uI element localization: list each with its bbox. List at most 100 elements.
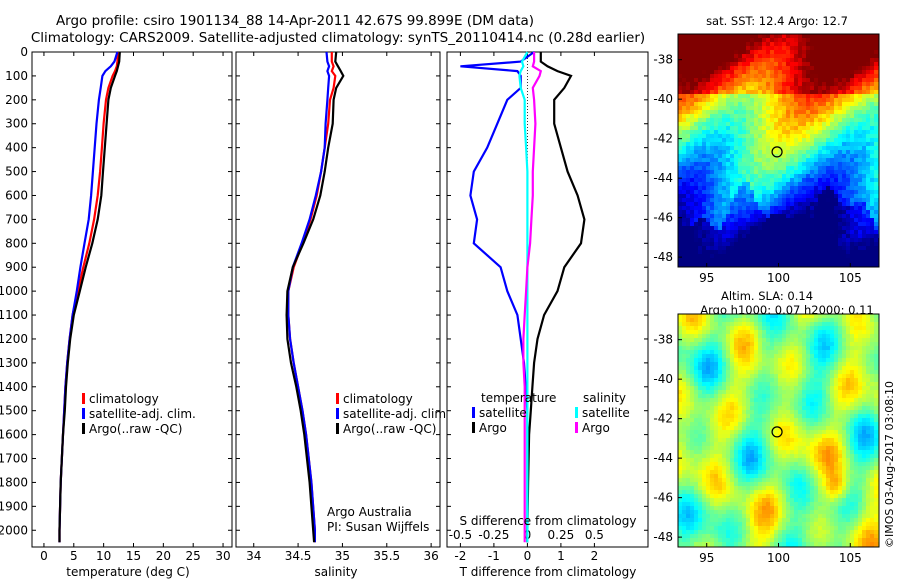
map-cell: [754, 390, 759, 395]
map-cell: [702, 134, 707, 139]
map-cell: [818, 174, 823, 179]
map-cell: [814, 178, 819, 183]
map-cell: [862, 94, 867, 99]
map-cell: [806, 322, 811, 327]
map-cell: [710, 414, 715, 419]
legend-swatch: [472, 422, 475, 433]
map-cell: [846, 390, 851, 395]
map-cell: [806, 90, 811, 95]
map-cell: [698, 442, 703, 447]
map-cell: [826, 314, 831, 319]
map-cell: [778, 178, 783, 183]
map-cell: [734, 94, 739, 99]
map-cell: [694, 198, 699, 203]
map-cell: [686, 354, 691, 359]
map-cell: [734, 342, 739, 347]
map-cell: [810, 222, 815, 227]
map-cell: [830, 330, 835, 335]
map-cell: [826, 34, 831, 39]
map-cell: [818, 102, 823, 107]
map-cell: [762, 42, 767, 47]
map-cell: [802, 198, 807, 203]
map-cell: [686, 130, 691, 135]
map-cell: [726, 54, 731, 59]
map-cell: [766, 326, 771, 331]
map-cell: [830, 238, 835, 243]
map-cell: [782, 170, 787, 175]
map-cell: [686, 162, 691, 167]
map-cell: [870, 170, 875, 175]
map-cell: [842, 230, 847, 235]
map-cell: [706, 34, 711, 39]
map-cell: [854, 42, 859, 47]
map-cell: [686, 74, 691, 79]
map-cell: [750, 262, 755, 267]
map-cell: [722, 142, 727, 147]
map-cell: [862, 62, 867, 67]
map-cell: [818, 334, 823, 339]
map-cell: [706, 426, 711, 431]
map-cell: [698, 42, 703, 47]
map-cell: [862, 170, 867, 175]
map-cell: [794, 410, 799, 415]
map-cell: [786, 430, 791, 435]
map-cell: [730, 174, 735, 179]
map-cell: [842, 362, 847, 367]
map-cell: [870, 202, 875, 207]
map-cell: [826, 126, 831, 131]
map-cell: [850, 438, 855, 443]
map-cell: [682, 70, 687, 75]
map-cell: [810, 34, 815, 39]
map-cell: [830, 214, 835, 219]
map-cell: [770, 126, 775, 131]
map-cell: [762, 226, 767, 231]
map-cell: [826, 138, 831, 143]
map-cell: [750, 406, 755, 411]
map-cell: [722, 386, 727, 391]
map-cell: [862, 198, 867, 203]
map-cell: [714, 314, 719, 319]
map-cell: [746, 38, 751, 43]
map-cell: [758, 378, 763, 383]
map-cell: [842, 238, 847, 243]
map-cell: [758, 246, 763, 251]
map-cell: [826, 194, 831, 199]
map-cell: [786, 338, 791, 343]
map-cell: [682, 146, 687, 151]
map-cell: [718, 50, 723, 55]
map-cell: [838, 70, 843, 75]
map-cell: [834, 118, 839, 123]
map-cell: [778, 402, 783, 407]
temperature-series: [58, 51, 121, 543]
map-cell: [802, 94, 807, 99]
map-cell: [734, 410, 739, 415]
map-cell: [786, 350, 791, 355]
map-cell: [806, 158, 811, 163]
map-cell: [778, 398, 783, 403]
map-cell: [830, 402, 835, 407]
map-cell: [830, 218, 835, 223]
map-cell: [694, 146, 699, 151]
map-cell: [698, 434, 703, 439]
map-cell: [702, 242, 707, 247]
map-cell: [790, 314, 795, 319]
map-cell: [742, 70, 747, 75]
map-cell: [750, 122, 755, 127]
map-cell: [682, 386, 687, 391]
map-cell: [838, 62, 843, 67]
map-cell: [798, 218, 803, 223]
map-cell: [858, 206, 863, 211]
map-cell: [858, 186, 863, 191]
map-cell: [682, 234, 687, 239]
map-cell: [874, 134, 879, 139]
map-cell: [862, 78, 867, 83]
map-cell: [806, 138, 811, 143]
map-cell: [786, 78, 791, 83]
map-cell: [842, 94, 847, 99]
map-cell: [690, 90, 695, 95]
map-cell: [874, 186, 879, 191]
map-cell: [678, 58, 683, 63]
map-cell: [826, 226, 831, 231]
map-cell: [782, 82, 787, 87]
map-cell: [758, 154, 763, 159]
